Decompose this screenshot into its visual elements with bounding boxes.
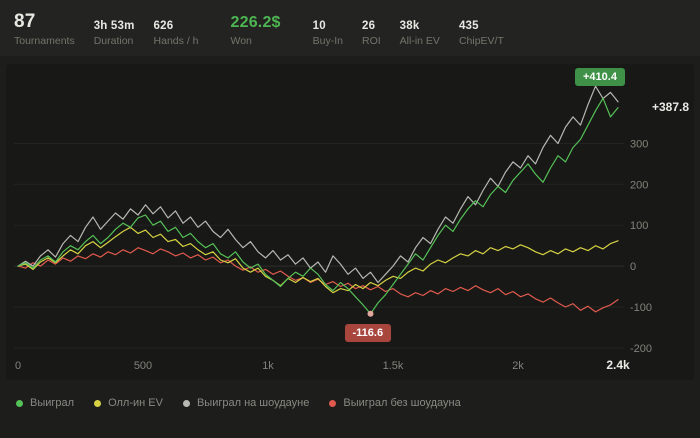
stats-header: 87 Tournaments 3h 53m Duration 626 Hands… [0, 0, 700, 56]
stat-label: ROI [362, 35, 381, 47]
svg-text:2k: 2k [512, 360, 524, 372]
stat-value: 226.2$ [230, 14, 281, 31]
stat-duration: 3h 53m Duration [94, 20, 135, 47]
stat-value: 10 [312, 20, 326, 32]
legend-item-won-showdown[interactable]: Выиграл на шоудауне [182, 397, 310, 409]
stat-won: 226.2$ Won [231, 14, 281, 47]
svg-text:1k: 1k [262, 360, 274, 372]
svg-text:0: 0 [630, 261, 636, 273]
legend-dot [94, 399, 102, 407]
svg-text:2.4k: 2.4k [606, 358, 630, 372]
stat-allin-ev: 38k All-in EV [400, 20, 440, 47]
stat-value: 87 [14, 11, 36, 33]
final-value-label: +387.8 [652, 99, 690, 114]
max-value-badge: +410.4 [575, 68, 625, 87]
stat-chipev: 435 ChipEV/T [459, 20, 504, 47]
svg-text:-200: -200 [630, 343, 652, 355]
stat-roi: 26 ROI [362, 20, 381, 47]
legend-label: Выиграл без шоудауна [343, 397, 461, 409]
stat-value: 626 [153, 20, 174, 32]
chart-canvas: 300 200 100 0 -100 -200 0 500 1k 1.5k 2k 2.4k [14, 85, 652, 372]
stat-label: Tournaments [14, 35, 75, 47]
legend-label: Выиграл [30, 397, 75, 409]
svg-text:300: 300 [630, 139, 648, 151]
min-value-badge: -116.6 [344, 323, 392, 342]
stat-buyin: 10 Buy-In [313, 20, 343, 47]
results-chart[interactable]: 300 200 100 0 -100 -200 0 500 1k 1.5k 2k 2.4k +410.… [6, 64, 694, 380]
legend-dot [16, 399, 23, 407]
legend-label: Олл-ин EV [108, 397, 163, 409]
legend-dot [182, 399, 190, 407]
legend-item-won[interactable]: Выиграл [16, 397, 74, 409]
legend-label: Выиграл на шоудауне [196, 397, 310, 409]
legend-dot [329, 399, 337, 407]
chart-legend: Выиграл Олл-ин EV Выиграл на шоудауне Вы… [16, 397, 461, 409]
legend-item-allin-ev[interactable]: Олл-ин EV [94, 397, 163, 409]
svg-text:-100: -100 [630, 302, 652, 314]
stat-label: ChipEV/T [458, 35, 504, 47]
stat-label: All-in EV [399, 35, 440, 47]
stat-hands-per-hour: 626 Hands / h [154, 20, 199, 47]
stat-label: Buy-In [312, 35, 343, 47]
svg-text:0: 0 [15, 360, 21, 372]
stat-label: Won [230, 35, 252, 47]
stat-value: 38k [399, 20, 420, 32]
stat-label: Hands / h [153, 35, 199, 47]
svg-text:200: 200 [630, 179, 648, 191]
stat-value: 26 [362, 20, 376, 32]
svg-text:1.5k: 1.5k [383, 360, 404, 372]
svg-text:500: 500 [134, 360, 152, 372]
legend-item-won-non-showdown[interactable]: Выиграл без шоудауна [329, 397, 461, 409]
stat-value: 3h 53m [93, 20, 135, 32]
stat-label: Duration [93, 35, 134, 47]
svg-text:100: 100 [630, 220, 648, 232]
stat-tournaments: 87 Tournaments [14, 12, 75, 47]
stat-value: 435 [458, 20, 479, 32]
